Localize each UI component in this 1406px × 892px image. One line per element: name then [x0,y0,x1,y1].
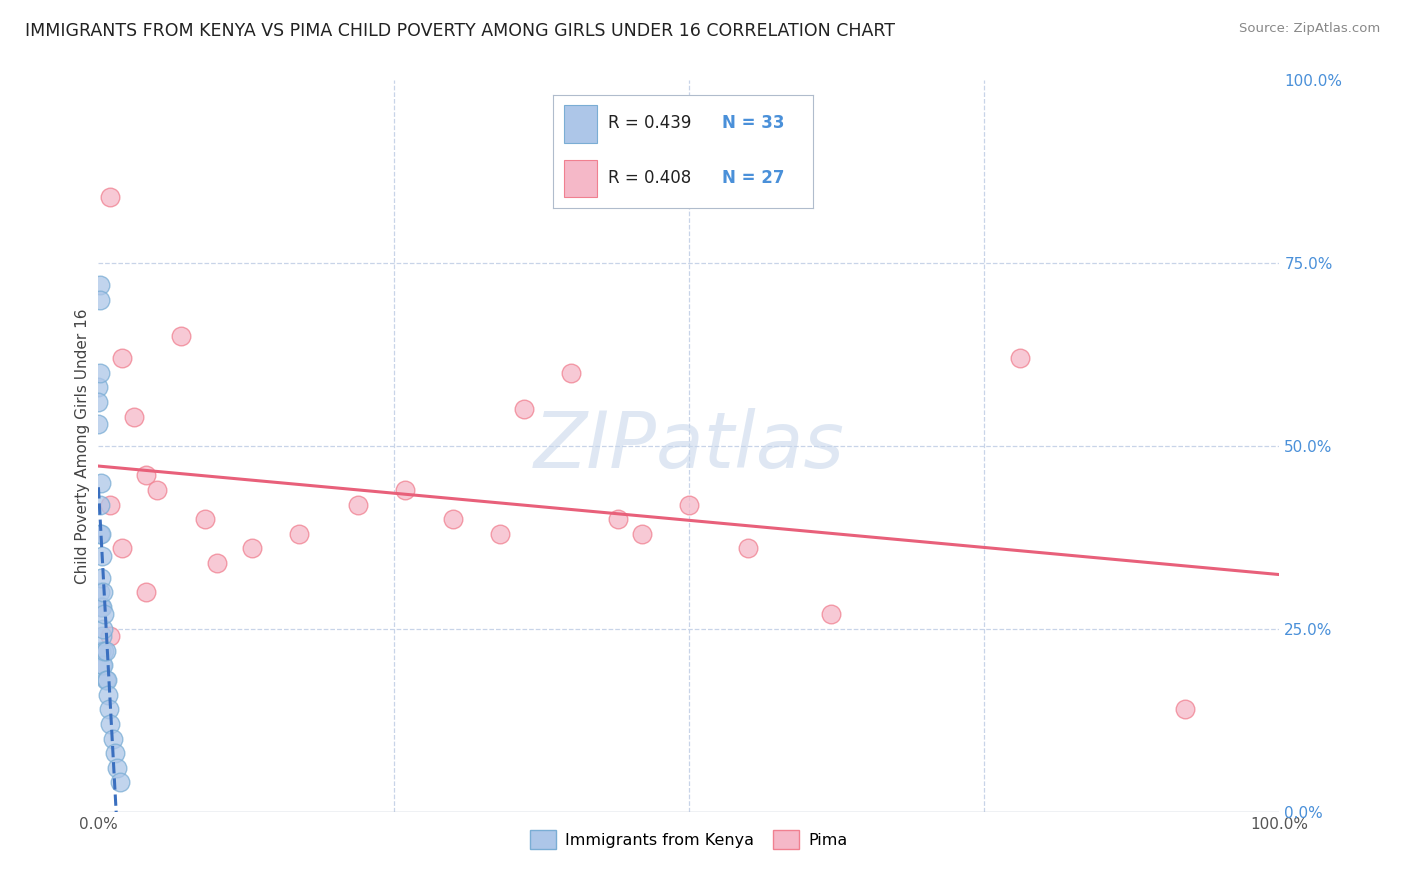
Point [678,498,700,512]
Point [737,541,759,556]
Point [94,644,117,658]
Point [105,761,128,775]
Text: ZIPatlas: ZIPatlas [533,408,845,484]
Point [122,409,145,424]
Point [1008,351,1031,366]
Point [98,190,121,204]
Point [170,329,193,343]
Point [91,658,114,673]
Point [91,599,114,614]
Point [91,549,114,563]
Point [146,483,169,497]
Point [91,658,114,673]
Point [111,541,134,556]
Point [98,702,121,716]
Text: IMMIGRANTS FROM KENYA VS PIMA CHILD POVERTY AMONG GIRLS UNDER 16 CORRELATION CHA: IMMIGRANTS FROM KENYA VS PIMA CHILD POVE… [25,22,896,40]
Point [91,622,114,636]
Point [89,498,111,512]
Point [441,512,464,526]
Point [96,673,118,687]
Point [97,688,120,702]
Point [194,512,217,526]
Point [98,629,121,643]
Point [90,571,112,585]
Point [607,512,630,526]
Point [135,468,157,483]
Point [91,629,114,643]
Point [90,526,112,541]
Point [90,644,112,658]
Point [288,526,311,541]
Point [89,366,111,380]
Point [93,607,115,622]
Point [91,585,114,599]
Point [205,556,228,570]
Point [111,351,134,366]
Point [489,526,512,541]
Point [108,775,131,789]
Point [89,278,111,293]
Point [93,644,115,658]
Point [104,746,127,760]
Point [101,731,124,746]
Point [240,541,263,556]
Point [89,526,111,541]
Point [98,717,121,731]
Point [347,498,370,512]
Point [135,585,157,599]
Legend: Immigrants from Kenya, Pima: Immigrants from Kenya, Pima [523,823,855,855]
Point [87,380,110,394]
Point [394,483,416,497]
Point [512,402,534,417]
Point [89,585,111,599]
Point [90,599,112,614]
Point [89,293,111,307]
Point [560,366,582,380]
Point [820,607,842,622]
Point [87,395,110,409]
Y-axis label: Child Poverty Among Girls Under 16: Child Poverty Among Girls Under 16 [75,309,90,583]
Point [1174,702,1197,716]
Point [90,475,112,490]
Text: Source: ZipAtlas.com: Source: ZipAtlas.com [1240,22,1381,36]
Point [98,498,121,512]
Point [630,526,652,541]
Point [87,417,110,431]
Point [94,673,117,687]
